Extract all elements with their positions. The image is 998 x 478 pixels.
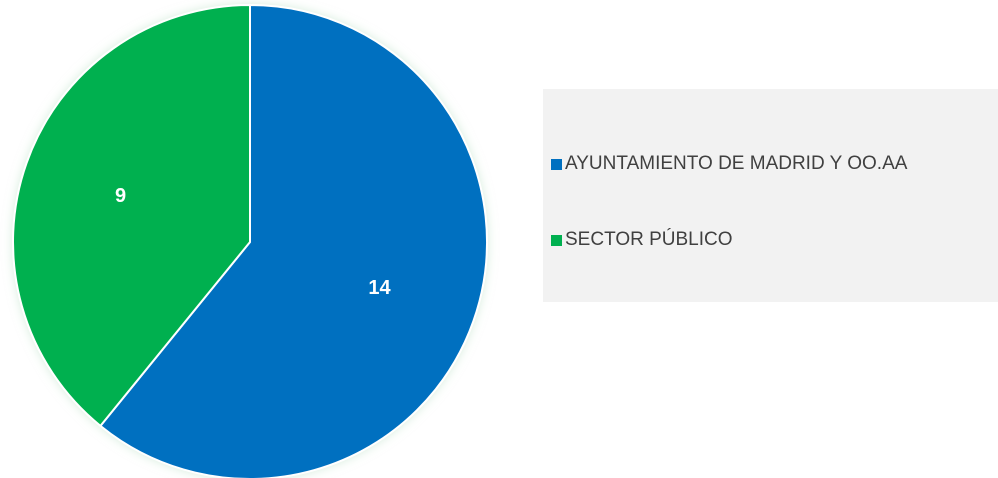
legend-swatch-sector-publico [551,234,562,246]
pie-slices-group [12,4,488,478]
data-label-ayuntamiento: 14 [368,277,391,299]
pie-plot: 14 9 [12,4,488,478]
pie-labels-group: 14 9 [115,185,392,299]
legend-item-ayuntamiento: AYUNTAMIENTO DE MADRID Y OO.AA [551,153,907,175]
legend-label-ayuntamiento: AYUNTAMIENTO DE MADRID Y OO.AA [565,153,908,174]
pie-slice-sector-publico [12,4,251,427]
legend: AYUNTAMIENTO DE MADRID Y OO.AA SECTOR PÚ… [543,89,998,302]
data-label-sector-publico: 9 [115,185,126,207]
legend-label-sector-publico: SECTOR PÚBLICO [565,229,733,250]
legend-item-sector-publico: SECTOR PÚBLICO [551,229,733,251]
pie-slice-ayuntamiento [99,4,488,478]
legend-swatch-ayuntamiento [551,158,562,170]
